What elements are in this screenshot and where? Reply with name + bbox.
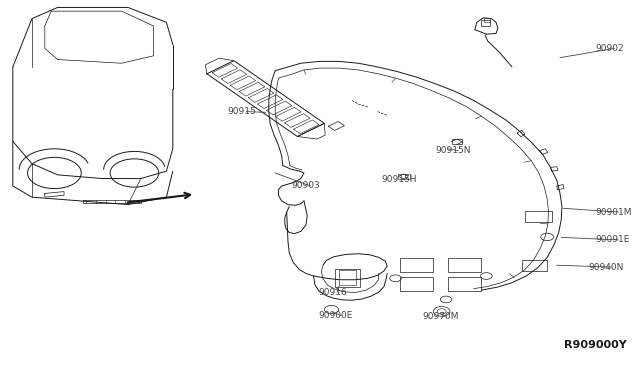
Bar [400,277,433,291]
Text: 90902: 90902 [595,44,624,53]
Text: 90916: 90916 [318,288,347,296]
Text: 90900E: 90900E [318,311,353,320]
Bar [400,258,433,272]
Bar [339,270,356,285]
Bar [448,258,481,272]
Text: R909000Y: R909000Y [564,340,627,350]
Bar [525,211,552,222]
Bar [448,277,481,291]
Bar [522,260,547,271]
Text: 90901M: 90901M [595,208,632,217]
Text: 90915N: 90915N [435,146,470,155]
Bar [484,18,490,22]
Bar [452,139,462,144]
Text: 90915: 90915 [227,107,256,116]
Text: 90970M: 90970M [422,312,459,321]
Bar [398,174,410,179]
Text: 90915H: 90915H [381,175,417,184]
Text: 90903: 90903 [291,182,320,190]
Text: 90091E: 90091E [595,235,630,244]
Bar [481,20,490,26]
Text: 90940N: 90940N [589,263,624,272]
Bar [335,269,360,287]
